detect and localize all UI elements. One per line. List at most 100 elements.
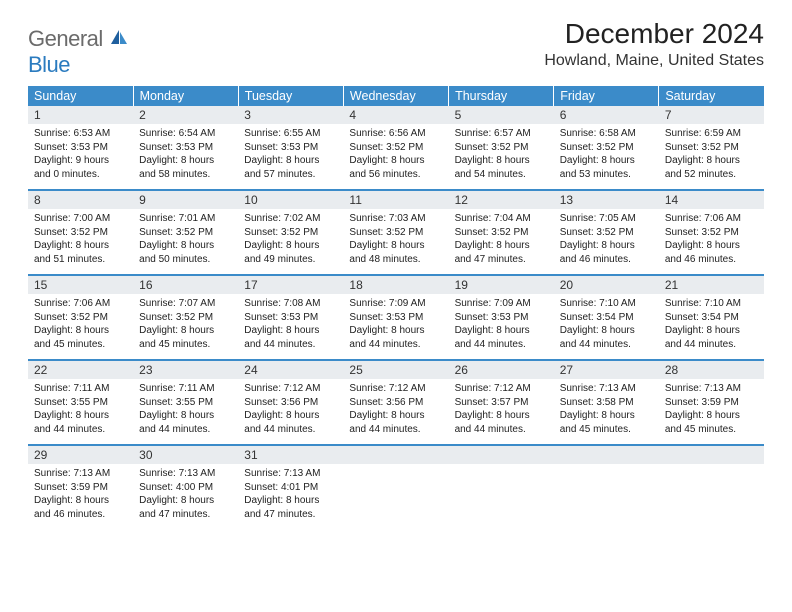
day-cell (449, 445, 554, 529)
day-number: 29 (28, 446, 133, 464)
day-cell: 29Sunrise: 7:13 AMSunset: 3:59 PMDayligh… (28, 445, 133, 529)
day-cell: 20Sunrise: 7:10 AMSunset: 3:54 PMDayligh… (554, 275, 659, 360)
day-number: 9 (133, 191, 238, 209)
day-number: 17 (238, 276, 343, 294)
day-number: 11 (343, 191, 448, 209)
location-text: Howland, Maine, United States (544, 52, 764, 70)
day-cell: 14Sunrise: 7:06 AMSunset: 3:52 PMDayligh… (659, 190, 764, 275)
week-row: 1Sunrise: 6:53 AMSunset: 3:53 PMDaylight… (28, 106, 764, 190)
day-header: Thursday (449, 86, 554, 106)
day-cell: 23Sunrise: 7:11 AMSunset: 3:55 PMDayligh… (133, 360, 238, 445)
day-details: Sunrise: 7:11 AMSunset: 3:55 PMDaylight:… (133, 379, 238, 444)
day-details: Sunrise: 7:13 AMSunset: 3:58 PMDaylight:… (554, 379, 659, 444)
day-details: Sunrise: 7:09 AMSunset: 3:53 PMDaylight:… (449, 294, 554, 359)
day-cell: 6Sunrise: 6:58 AMSunset: 3:52 PMDaylight… (554, 106, 659, 190)
day-header: Saturday (659, 86, 764, 106)
day-details: Sunrise: 7:06 AMSunset: 3:52 PMDaylight:… (659, 209, 764, 274)
day-details: Sunrise: 7:02 AMSunset: 3:52 PMDaylight:… (238, 209, 343, 274)
day-details: Sunrise: 6:53 AMSunset: 3:53 PMDaylight:… (28, 124, 133, 189)
day-details: Sunrise: 6:54 AMSunset: 3:53 PMDaylight:… (133, 124, 238, 189)
calendar-body: 1Sunrise: 6:53 AMSunset: 3:53 PMDaylight… (28, 106, 764, 529)
week-row: 15Sunrise: 7:06 AMSunset: 3:52 PMDayligh… (28, 275, 764, 360)
day-details: Sunrise: 7:07 AMSunset: 3:52 PMDaylight:… (133, 294, 238, 359)
logo: General Blue (28, 26, 129, 78)
day-number: 13 (554, 191, 659, 209)
day-details: Sunrise: 7:05 AMSunset: 3:52 PMDaylight:… (554, 209, 659, 274)
day-cell: 13Sunrise: 7:05 AMSunset: 3:52 PMDayligh… (554, 190, 659, 275)
day-details: Sunrise: 6:59 AMSunset: 3:52 PMDaylight:… (659, 124, 764, 189)
day-header: Tuesday (238, 86, 343, 106)
day-cell (659, 445, 764, 529)
day-cell: 12Sunrise: 7:04 AMSunset: 3:52 PMDayligh… (449, 190, 554, 275)
title-block: December 2024 Howland, Maine, United Sta… (544, 18, 764, 70)
day-number: 14 (659, 191, 764, 209)
day-header: Friday (554, 86, 659, 106)
day-details: Sunrise: 6:55 AMSunset: 3:53 PMDaylight:… (238, 124, 343, 189)
day-details: Sunrise: 7:11 AMSunset: 3:55 PMDaylight:… (28, 379, 133, 444)
day-cell: 11Sunrise: 7:03 AMSunset: 3:52 PMDayligh… (343, 190, 448, 275)
week-row: 8Sunrise: 7:00 AMSunset: 3:52 PMDaylight… (28, 190, 764, 275)
day-details: Sunrise: 6:58 AMSunset: 3:52 PMDaylight:… (554, 124, 659, 189)
day-details: Sunrise: 7:13 AMSunset: 3:59 PMDaylight:… (659, 379, 764, 444)
sail-icon (109, 33, 129, 50)
day-number: 2 (133, 106, 238, 124)
day-cell: 24Sunrise: 7:12 AMSunset: 3:56 PMDayligh… (238, 360, 343, 445)
day-number: 30 (133, 446, 238, 464)
day-cell: 10Sunrise: 7:02 AMSunset: 3:52 PMDayligh… (238, 190, 343, 275)
day-number: 3 (238, 106, 343, 124)
day-details: Sunrise: 7:03 AMSunset: 3:52 PMDaylight:… (343, 209, 448, 274)
day-cell: 9Sunrise: 7:01 AMSunset: 3:52 PMDaylight… (133, 190, 238, 275)
day-header: Sunday (28, 86, 133, 106)
day-details: Sunrise: 7:13 AMSunset: 4:00 PMDaylight:… (133, 464, 238, 529)
header: General Blue December 2024 Howland, Main… (28, 18, 764, 78)
day-cell: 3Sunrise: 6:55 AMSunset: 3:53 PMDaylight… (238, 106, 343, 190)
empty-day (449, 446, 554, 464)
day-details: Sunrise: 6:56 AMSunset: 3:52 PMDaylight:… (343, 124, 448, 189)
day-number: 18 (343, 276, 448, 294)
day-cell: 19Sunrise: 7:09 AMSunset: 3:53 PMDayligh… (449, 275, 554, 360)
day-cell: 5Sunrise: 6:57 AMSunset: 3:52 PMDaylight… (449, 106, 554, 190)
day-number: 23 (133, 361, 238, 379)
day-cell: 27Sunrise: 7:13 AMSunset: 3:58 PMDayligh… (554, 360, 659, 445)
day-number: 16 (133, 276, 238, 294)
day-number: 22 (28, 361, 133, 379)
day-cell: 17Sunrise: 7:08 AMSunset: 3:53 PMDayligh… (238, 275, 343, 360)
day-number: 4 (343, 106, 448, 124)
day-number: 8 (28, 191, 133, 209)
day-details: Sunrise: 7:13 AMSunset: 3:59 PMDaylight:… (28, 464, 133, 529)
month-title: December 2024 (544, 18, 764, 50)
day-details: Sunrise: 7:09 AMSunset: 3:53 PMDaylight:… (343, 294, 448, 359)
day-number: 26 (449, 361, 554, 379)
day-header: Monday (133, 86, 238, 106)
day-cell: 2Sunrise: 6:54 AMSunset: 3:53 PMDaylight… (133, 106, 238, 190)
day-number: 6 (554, 106, 659, 124)
day-cell: 22Sunrise: 7:11 AMSunset: 3:55 PMDayligh… (28, 360, 133, 445)
day-details: Sunrise: 7:12 AMSunset: 3:57 PMDaylight:… (449, 379, 554, 444)
day-number: 7 (659, 106, 764, 124)
day-number: 5 (449, 106, 554, 124)
logo-text-general: General (28, 26, 103, 51)
day-details: Sunrise: 7:13 AMSunset: 4:01 PMDaylight:… (238, 464, 343, 529)
day-details: Sunrise: 7:08 AMSunset: 3:53 PMDaylight:… (238, 294, 343, 359)
logo-text-blue: Blue (28, 52, 70, 77)
day-details: Sunrise: 7:04 AMSunset: 3:52 PMDaylight:… (449, 209, 554, 274)
day-cell: 7Sunrise: 6:59 AMSunset: 3:52 PMDaylight… (659, 106, 764, 190)
empty-day (659, 446, 764, 464)
calendar-table: SundayMondayTuesdayWednesdayThursdayFrid… (28, 86, 764, 529)
day-details: Sunrise: 7:12 AMSunset: 3:56 PMDaylight:… (343, 379, 448, 444)
week-row: 29Sunrise: 7:13 AMSunset: 3:59 PMDayligh… (28, 445, 764, 529)
empty-day (554, 446, 659, 464)
day-cell: 25Sunrise: 7:12 AMSunset: 3:56 PMDayligh… (343, 360, 448, 445)
day-details: Sunrise: 7:01 AMSunset: 3:52 PMDaylight:… (133, 209, 238, 274)
day-cell: 15Sunrise: 7:06 AMSunset: 3:52 PMDayligh… (28, 275, 133, 360)
day-cell: 4Sunrise: 6:56 AMSunset: 3:52 PMDaylight… (343, 106, 448, 190)
day-cell: 1Sunrise: 6:53 AMSunset: 3:53 PMDaylight… (28, 106, 133, 190)
day-cell: 18Sunrise: 7:09 AMSunset: 3:53 PMDayligh… (343, 275, 448, 360)
day-number: 12 (449, 191, 554, 209)
day-details: Sunrise: 7:06 AMSunset: 3:52 PMDaylight:… (28, 294, 133, 359)
day-number: 10 (238, 191, 343, 209)
day-cell: 28Sunrise: 7:13 AMSunset: 3:59 PMDayligh… (659, 360, 764, 445)
day-header-row: SundayMondayTuesdayWednesdayThursdayFrid… (28, 86, 764, 106)
day-cell: 8Sunrise: 7:00 AMSunset: 3:52 PMDaylight… (28, 190, 133, 275)
day-cell (554, 445, 659, 529)
